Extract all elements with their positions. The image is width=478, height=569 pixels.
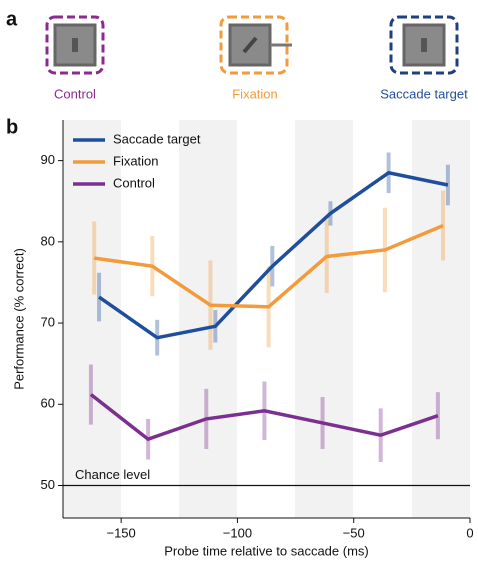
panel-label: a — [6, 8, 18, 30]
condition-label: Saccade target — [380, 86, 468, 101]
y-tick-label: 90 — [41, 152, 55, 167]
condition-label: Control — [54, 86, 96, 101]
legend-label: Fixation — [113, 153, 159, 168]
x-tick-label: −50 — [343, 525, 365, 540]
legend-label: Saccade target — [113, 131, 201, 146]
y-tick-label: 70 — [41, 314, 55, 329]
y-axis-label: Performance (% correct) — [11, 248, 26, 390]
y-tick-label: 80 — [41, 233, 55, 248]
series-line — [93, 223, 444, 309]
panel-label: b — [6, 116, 18, 138]
background-bands — [63, 120, 470, 518]
fixation-icon — [219, 15, 292, 75]
series-line — [89, 393, 439, 442]
chance-label: Chance level — [75, 467, 150, 482]
condition-label: Fixation — [232, 86, 278, 101]
saccade-icon — [389, 15, 459, 75]
y-tick-label: 60 — [41, 396, 55, 411]
x-tick-label: 0 — [466, 525, 473, 540]
x-axis-label: Probe time relative to saccade (ms) — [164, 543, 368, 558]
series-line — [98, 170, 449, 340]
legend-label: Control — [113, 175, 155, 190]
x-tick-label: −100 — [223, 525, 252, 540]
control-icon — [45, 15, 105, 75]
x-tick-label: −150 — [106, 525, 135, 540]
y-tick-label: 50 — [41, 477, 55, 492]
